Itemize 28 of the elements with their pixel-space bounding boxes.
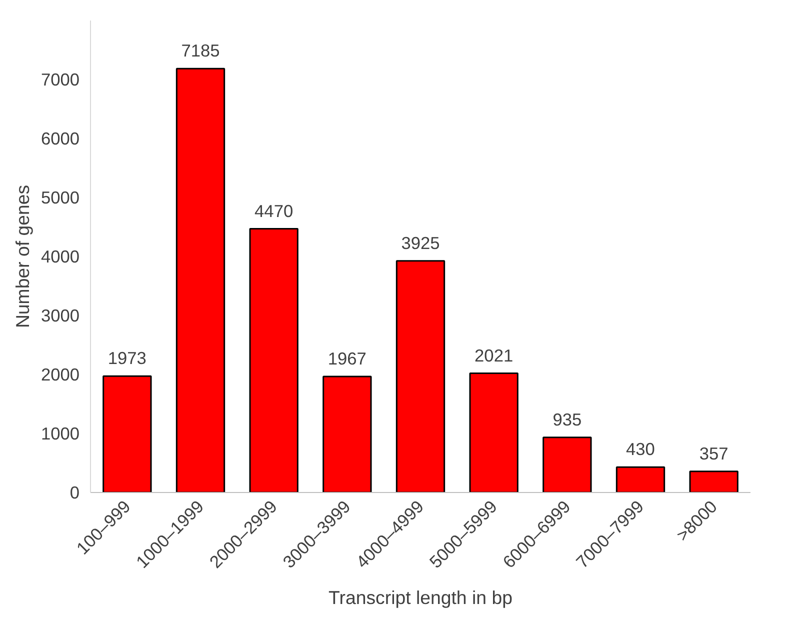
- data-label: 3925: [401, 232, 440, 253]
- bar: [102, 375, 152, 492]
- bar: [542, 436, 592, 492]
- bar: [396, 260, 446, 492]
- x-axis-title: Transcript length in bp: [328, 586, 512, 608]
- bar: [689, 470, 738, 492]
- bar: [249, 228, 298, 492]
- data-label: 430: [626, 439, 655, 460]
- data-label: 935: [552, 409, 582, 430]
- data-label: 357: [699, 443, 728, 464]
- y-tick-label: 7000: [40, 70, 80, 90]
- data-label: 7185: [181, 40, 220, 61]
- bar: [322, 376, 372, 492]
- bar: [616, 466, 666, 492]
- y-tick-label: 4000: [40, 246, 80, 266]
- data-label: 4470: [254, 200, 294, 221]
- y-tick-label: 1000: [40, 424, 80, 444]
- bar: [469, 372, 518, 492]
- data-label: 1973: [108, 348, 146, 368]
- y-tick-label: 5000: [40, 188, 80, 208]
- y-tick-label: 2000: [40, 364, 80, 384]
- y-tick-label: 6000: [40, 128, 80, 148]
- y-tick-label: 3000: [40, 306, 80, 326]
- y-tick-label: 0: [70, 482, 80, 502]
- data-label: 1967: [328, 348, 366, 368]
- bar: [176, 68, 226, 492]
- y-axis-title: Number of genes: [12, 184, 33, 328]
- data-label: 2021: [474, 345, 514, 366]
